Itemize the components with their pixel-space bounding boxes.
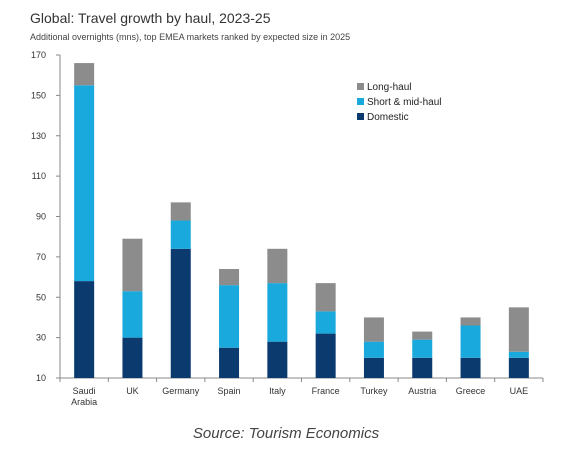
bar-segment-short-mid-haul: [363, 341, 384, 358]
bar-segment-short-mid-haul: [460, 325, 481, 358]
bar-segment-domestic: [219, 347, 240, 378]
x-category-label: UK: [126, 386, 139, 396]
x-category-label: Germany: [162, 386, 200, 396]
bar-segment-long-haul: [412, 331, 433, 340]
legend-label: Short & mid-haul: [367, 97, 441, 108]
chart-subtitle: Additional overnights (mns), top EMEA ma…: [30, 32, 351, 42]
bar-segment-domestic: [122, 337, 143, 378]
bar-segment-domestic: [412, 357, 433, 378]
bar-segment-long-haul: [122, 238, 143, 292]
x-category-label: Turkey: [360, 386, 388, 396]
bar-segment-short-mid-haul: [219, 285, 240, 348]
y-tick-label: 50: [36, 292, 46, 302]
chart-title: Global: Travel growth by haul, 2023-25: [30, 10, 271, 26]
bar-segment-domestic: [170, 248, 191, 378]
bar-segment-short-mid-haul: [74, 85, 95, 282]
bar-segment-domestic: [508, 357, 529, 378]
bar-segment-long-haul: [170, 202, 191, 221]
bar-segment-short-mid-haul: [412, 339, 433, 358]
x-category-label: Saudi: [73, 386, 96, 396]
bar-segment-short-mid-haul: [315, 311, 336, 334]
x-category-label: Austria: [408, 386, 436, 396]
bar-segment-short-mid-haul: [267, 283, 288, 342]
bar-segment-long-haul: [363, 317, 384, 342]
y-tick-label: 70: [36, 252, 46, 262]
legend-label: Long-haul: [367, 82, 411, 93]
x-category-label: Arabia: [71, 397, 97, 407]
bar-segment-domestic: [74, 281, 95, 378]
x-category-label: France: [312, 386, 340, 396]
bar-segment-domestic: [267, 341, 288, 378]
bar-segment-long-haul: [315, 283, 336, 312]
bar-segment-long-haul: [460, 317, 481, 326]
y-tick-label: 170: [31, 50, 46, 60]
y-tick-label: 110: [32, 171, 46, 181]
y-tick-label: 130: [31, 131, 46, 141]
y-tick-label: 30: [36, 333, 46, 343]
x-category-label: UAE: [510, 386, 529, 396]
bar-segment-short-mid-haul: [122, 291, 143, 338]
legend-label: Domestic: [367, 112, 409, 123]
y-tick-label: 150: [31, 90, 46, 100]
y-tick-label: 90: [36, 212, 46, 222]
bar-segment-long-haul: [219, 268, 240, 286]
bar-segment-long-haul: [508, 307, 529, 352]
bar-segment-domestic: [460, 357, 481, 378]
bar-segment-long-haul: [74, 63, 95, 86]
bar-segment-short-mid-haul: [508, 351, 529, 358]
legend-swatch: [357, 83, 364, 90]
x-category-label: Greece: [456, 386, 486, 396]
bar-segment-long-haul: [267, 248, 288, 284]
x-category-label: Spain: [218, 386, 241, 396]
legend-swatch: [357, 98, 364, 105]
bar-segment-domestic: [315, 333, 336, 378]
legend-swatch: [357, 113, 364, 120]
y-tick-label: 10: [36, 373, 46, 383]
bar-segment-domestic: [363, 357, 384, 378]
source-note: Source: Tourism Economics: [192, 425, 380, 442]
bar-segment-short-mid-haul: [170, 220, 191, 249]
x-category-label: Italy: [269, 386, 286, 396]
